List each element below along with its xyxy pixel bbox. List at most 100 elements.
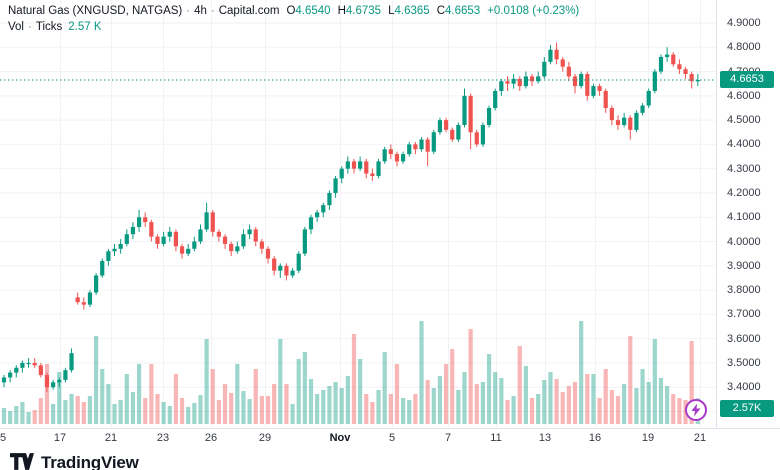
symbol-info-bar: Natural Gas (XNGUSD, NATGAS) · 4h · Capital.… [8, 5, 579, 17]
candle-body [94, 275, 99, 293]
volume-bar [401, 398, 406, 424]
candle-body [382, 149, 387, 162]
volume-bar [554, 379, 559, 424]
candle-body [38, 365, 43, 376]
candle-body [474, 132, 479, 145]
candle-body [511, 78, 516, 84]
volume-bar [560, 392, 565, 424]
separator: · [186, 5, 191, 17]
time-axis-label: 26 [204, 432, 218, 444]
volume-bar [302, 352, 307, 424]
price-axis-label: 4.6000 [727, 89, 761, 102]
volume-bar [149, 364, 154, 424]
indicator-value: 2.57 K [68, 21, 102, 33]
price-axis[interactable]: 4.6653 2.57K 4.90004.80004.70004.60004.5… [716, 0, 780, 428]
volume-bar [419, 321, 424, 424]
candle-body [413, 144, 418, 150]
candle-body [683, 69, 688, 74]
volume-bar [493, 372, 498, 424]
tradingview-logo-icon [10, 453, 34, 470]
volume-bar [591, 374, 596, 424]
candle-body [315, 212, 320, 218]
candle-body [419, 139, 424, 150]
volume-bar [364, 394, 369, 424]
volume-bar [351, 334, 357, 424]
candle-body [216, 231, 221, 237]
volume-bar [222, 384, 228, 424]
volume-bar [308, 379, 314, 424]
volume-bar [296, 359, 301, 424]
price-axis-label: 4.5000 [727, 114, 761, 127]
price-axis-label: 3.4000 [727, 381, 761, 394]
candle-body [499, 81, 504, 91]
volume-bar [106, 384, 111, 424]
price-axis-label: 4.8000 [727, 41, 761, 54]
tradingview-attribution[interactable]: TradingView [10, 453, 139, 470]
candle-body [106, 251, 111, 261]
candle-body [658, 56, 664, 72]
volume-bar [204, 339, 209, 424]
volume-bar [186, 407, 191, 424]
volume-bar [20, 402, 25, 424]
volume-bar [51, 404, 56, 424]
volume-bar [63, 400, 68, 424]
candle-body [8, 372, 13, 378]
volume-bar [155, 394, 160, 424]
candle-body [339, 168, 344, 179]
symbol-title[interactable]: Natural Gas (XNGUSD, NATGAS) [8, 5, 183, 17]
volume-bar [265, 396, 271, 424]
volume-bar [1, 408, 7, 424]
candle-body [192, 241, 197, 249]
candle-body [179, 246, 185, 254]
candle-body [20, 362, 25, 368]
indicator-source: Ticks [35, 21, 63, 33]
candle-body [290, 270, 295, 276]
volume-bar [8, 411, 13, 424]
candle-body [87, 292, 93, 305]
volume-bar [161, 402, 166, 424]
volume-bar [345, 376, 350, 424]
volume-bar [167, 406, 172, 424]
candle-body [358, 161, 363, 169]
indicator-name[interactable]: Vol [8, 21, 24, 33]
volume-bar [517, 346, 522, 424]
candle-body [548, 49, 553, 62]
candle-body [652, 71, 657, 91]
candle-body [241, 234, 246, 247]
volume-bar [216, 400, 221, 424]
volume-indicator-row: Vol · Ticks 2.57 K [8, 21, 102, 33]
candle-body [161, 236, 166, 244]
ohlc-open: O4.6540 [286, 5, 331, 17]
volume-bar [376, 390, 381, 424]
volume-bar [253, 369, 258, 424]
candle-body [333, 178, 338, 193]
interval-label[interactable]: 4h [194, 5, 207, 17]
volume-bar [259, 396, 264, 424]
candle-body [585, 73, 590, 96]
price-change: +0.0108 (+0.23%) [487, 5, 580, 17]
time-axis[interactable]: 15 17 21 23 26 29 Nov 5 7 11 13 16 19 21 [0, 428, 780, 449]
volume-bar [44, 364, 50, 424]
candle-body [143, 217, 148, 223]
candle-body [155, 236, 160, 244]
candle-body [351, 161, 357, 169]
ohlc-high: H4.6735 [337, 5, 382, 17]
ohlc-close: C4.6653 [436, 5, 481, 17]
volume-bar [480, 382, 486, 424]
time-axis-label: 13 [538, 432, 552, 444]
flash-button[interactable] [685, 399, 707, 421]
candle-body [407, 144, 412, 155]
volume-bar [192, 403, 197, 424]
separator: · [210, 5, 215, 17]
candle-body [628, 117, 633, 130]
time-axis-label: Nov [329, 432, 351, 444]
price-axis-label: 4.2000 [727, 187, 761, 199]
volume-bar [315, 394, 320, 424]
volume-bar [327, 386, 332, 424]
volume-bar [210, 369, 215, 424]
candle-body [284, 265, 289, 276]
candle-body [443, 120, 449, 130]
candle-body [198, 229, 203, 242]
